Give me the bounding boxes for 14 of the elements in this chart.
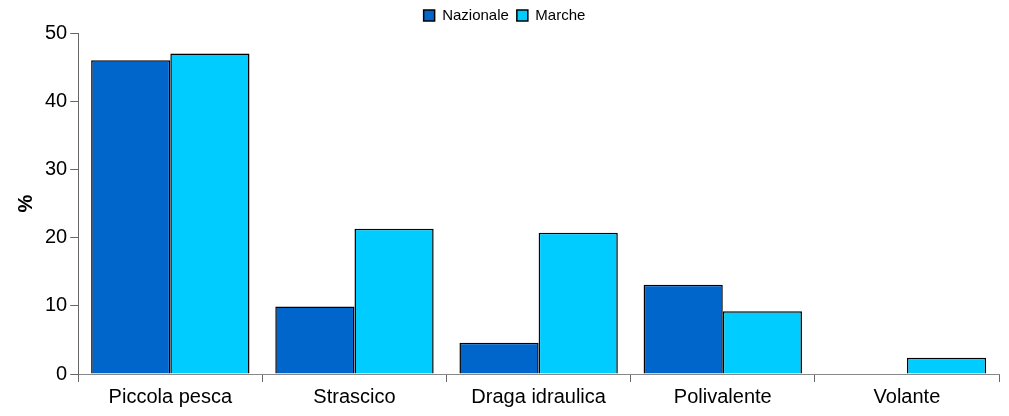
y-tick-label: 20 bbox=[45, 225, 68, 248]
y-tick-label: 0 bbox=[56, 361, 68, 384]
legend-label: Marche bbox=[535, 5, 586, 23]
y-tick-label: 10 bbox=[45, 293, 68, 316]
x-tick-label: Volante bbox=[873, 384, 941, 407]
x-tick-label: Draga idraulica bbox=[471, 384, 607, 407]
x-tick-label: Strascico bbox=[313, 384, 396, 407]
legend-label: Nazionale bbox=[442, 5, 509, 23]
x-tick-label: Piccola pesca bbox=[108, 384, 233, 407]
y-tick-label: 40 bbox=[45, 88, 68, 111]
y-tick-label: 30 bbox=[45, 156, 68, 179]
y-tick-label: 50 bbox=[45, 20, 68, 43]
x-tick-label: Polivalente bbox=[673, 384, 772, 407]
y-axis-title: % bbox=[13, 194, 36, 213]
